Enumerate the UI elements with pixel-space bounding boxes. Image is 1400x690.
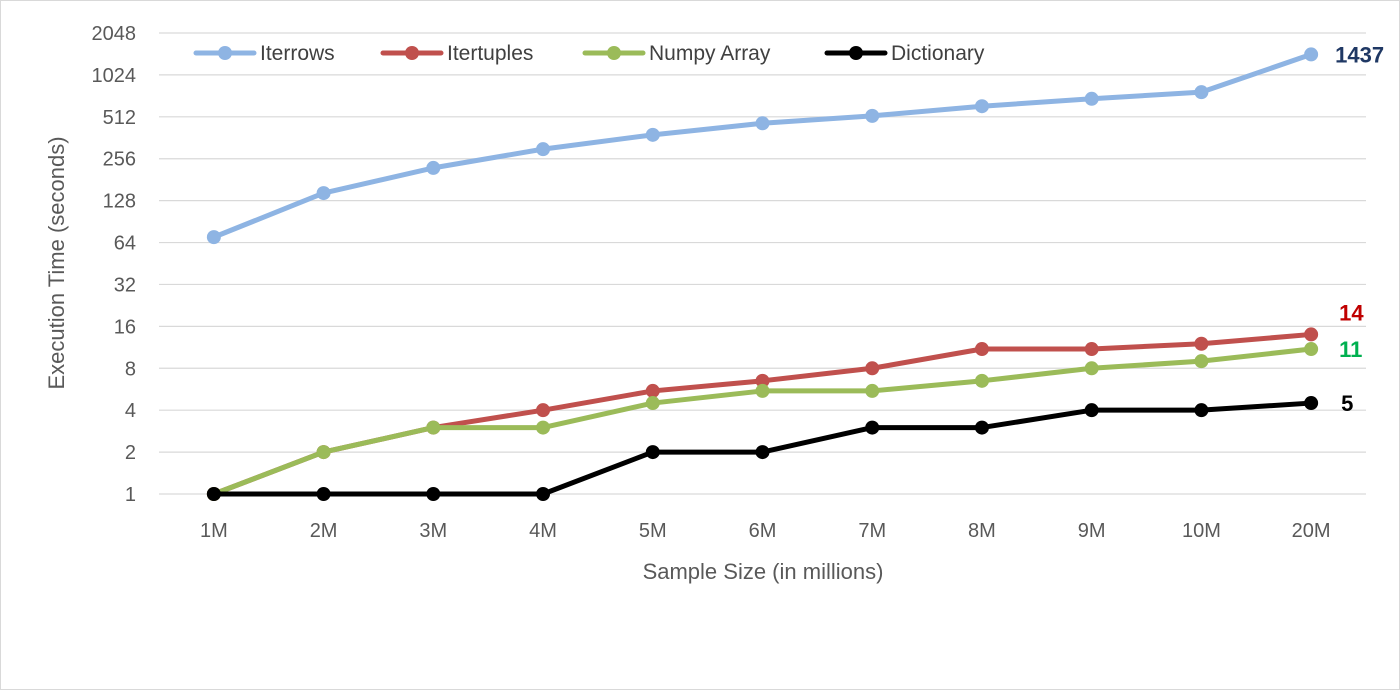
data-point	[1194, 403, 1209, 418]
legend-swatch-marker	[218, 46, 232, 60]
series-line	[211, 331, 1314, 497]
data-point	[1304, 342, 1319, 357]
x-tick-label: 20M	[1292, 520, 1331, 542]
data-point	[645, 396, 660, 411]
data-point	[865, 108, 880, 123]
data-point	[426, 487, 441, 501]
data-point	[645, 127, 660, 142]
legend-item: Numpy Array	[582, 42, 771, 65]
end-labels: 1437 14 11 5	[1335, 42, 1384, 416]
data-point	[536, 403, 551, 418]
y-tick-label: 1	[125, 484, 136, 506]
data-point	[755, 116, 770, 131]
data-point	[1194, 336, 1209, 351]
y-tick-label: 16	[114, 316, 136, 338]
x-tick-label: 6M	[749, 520, 777, 542]
legend-swatch-marker	[849, 46, 863, 60]
y-tick-label: 2048	[92, 23, 137, 45]
x-axis-ticks: 1M 2M 3M 4M 5M 6M 7M 8M 9M 10M 20M	[200, 520, 1331, 542]
data-point	[1084, 342, 1099, 357]
x-tick-label: 8M	[968, 520, 996, 542]
series-line	[211, 346, 1314, 497]
legend-item: Itertuples	[380, 42, 533, 65]
x-axis-title: Sample Size (in millions)	[643, 559, 884, 584]
data-point	[536, 420, 551, 435]
legend-label: Numpy Array	[649, 42, 771, 65]
data-point	[974, 420, 989, 435]
x-tick-label: 7M	[858, 520, 886, 542]
y-tick-label: 2	[125, 442, 136, 464]
y-tick-label: 4	[125, 400, 136, 422]
end-value-label: 5	[1341, 391, 1353, 416]
data-point	[974, 99, 989, 114]
x-tick-label: 5M	[639, 520, 667, 542]
data-point	[1084, 91, 1099, 106]
x-tick-label: 3M	[419, 520, 447, 542]
data-point	[755, 373, 770, 388]
data-point	[206, 487, 221, 501]
data-point	[865, 420, 880, 435]
x-tick-label: 2M	[310, 520, 338, 542]
legend-label: Itertuples	[447, 42, 533, 65]
data-point	[755, 445, 770, 460]
series-line	[211, 51, 1314, 240]
data-point	[316, 186, 331, 201]
data-point	[645, 383, 660, 398]
y-tick-label: 8	[125, 358, 136, 380]
y-axis-ticks: 1 2 4 8 16 32 64 128 256 512 1024 2048	[92, 23, 137, 506]
gridlines	[159, 32, 1366, 495]
data-point	[1194, 354, 1209, 369]
end-value-label: 1437	[1335, 42, 1384, 67]
y-tick-label: 64	[114, 233, 136, 255]
data-point	[1194, 85, 1209, 100]
series-lines	[206, 47, 1319, 501]
y-axis-title: Execution Time (seconds)	[44, 136, 69, 389]
data-point	[316, 487, 331, 501]
data-point	[426, 420, 441, 435]
y-tick-label: 128	[103, 191, 136, 213]
legend-item: Iterrows	[193, 42, 335, 65]
legend-swatch-marker	[607, 46, 621, 60]
data-point	[1084, 361, 1099, 376]
y-tick-label: 512	[103, 107, 136, 129]
series-numpy-array	[206, 342, 1319, 501]
data-point	[1304, 327, 1319, 342]
data-point	[426, 160, 441, 175]
series-iterrows	[206, 47, 1319, 245]
legend-label: Iterrows	[260, 42, 335, 65]
data-point	[865, 383, 880, 398]
data-point	[206, 230, 221, 245]
data-point	[316, 445, 331, 460]
data-point	[755, 383, 770, 398]
data-point	[1304, 47, 1319, 62]
end-value-label: 11	[1339, 337, 1362, 362]
x-tick-label: 10M	[1182, 520, 1221, 542]
data-point	[974, 342, 989, 357]
data-point	[974, 373, 989, 388]
y-tick-label: 1024	[92, 65, 137, 87]
legend-swatch-marker	[405, 46, 419, 60]
data-point	[1084, 403, 1099, 418]
x-tick-label: 1M	[200, 520, 228, 542]
x-tick-label: 9M	[1078, 520, 1106, 542]
legend: Iterrows Itertuples Numpy Array Dictionary	[193, 42, 985, 65]
data-point	[645, 445, 660, 460]
data-point	[865, 361, 880, 376]
legend-label: Dictionary	[891, 42, 985, 65]
series-itertuples	[206, 327, 1319, 501]
data-point	[536, 487, 551, 501]
data-point	[1304, 396, 1319, 411]
data-point	[536, 142, 551, 157]
end-value-label: 14	[1339, 300, 1364, 325]
legend-item: Dictionary	[824, 42, 985, 65]
y-tick-label: 256	[103, 149, 136, 171]
series-dictionary	[206, 396, 1319, 501]
x-tick-label: 4M	[529, 520, 557, 542]
y-tick-label: 32	[114, 274, 136, 296]
